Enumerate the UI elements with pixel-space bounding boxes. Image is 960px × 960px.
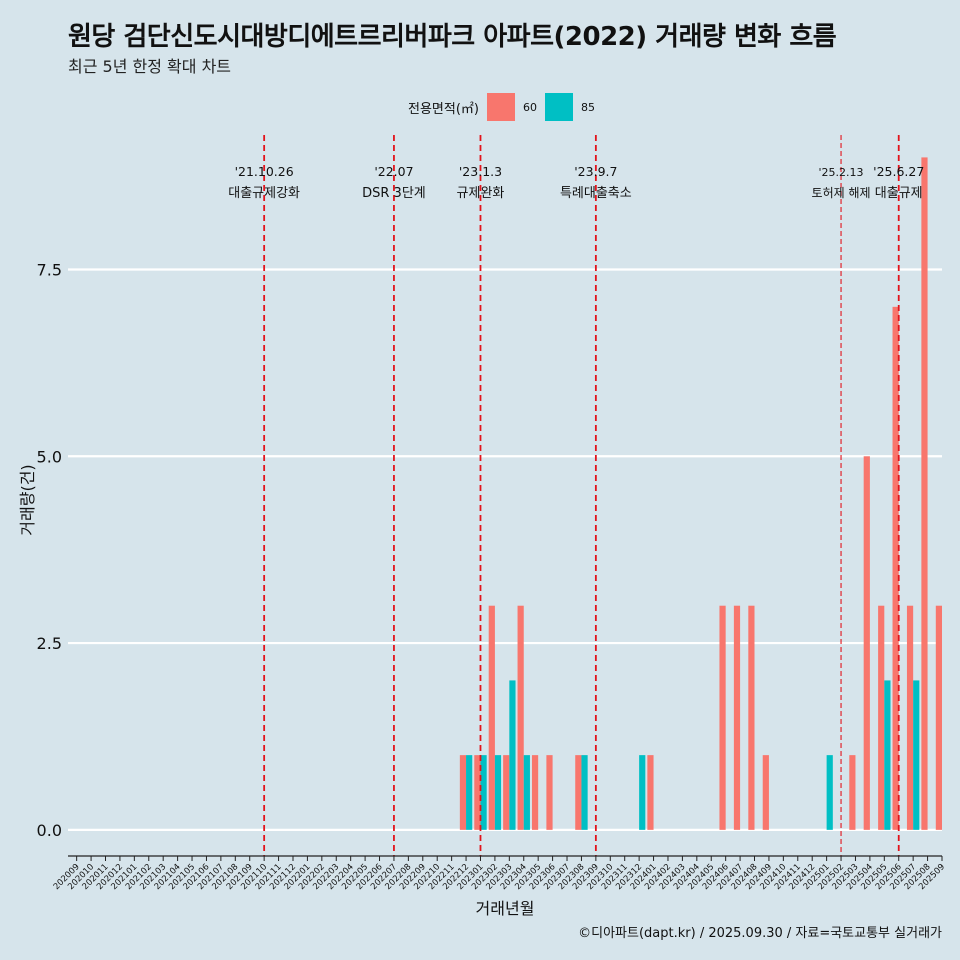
- source-caption: ©디아파트(dapt.kr) / 2025.09.30 / 자료=국토교통부 실…: [578, 926, 942, 941]
- bar-60-202303: [503, 755, 510, 830]
- bar-60-202407: [733, 605, 741, 830]
- event-date-202502: '25.2.13: [819, 166, 864, 179]
- bar-85-202302: [494, 755, 502, 830]
- bar-85-202312: [639, 755, 646, 830]
- bar-60-202504: [863, 456, 870, 830]
- event-label-202207: DSR 3단계: [362, 186, 426, 201]
- bar-60-202406: [719, 605, 726, 830]
- bar-60-202503: [849, 755, 856, 830]
- legend-key-85: [544, 93, 573, 121]
- y-axis-title: 거래량(건): [18, 464, 37, 535]
- bar-85-202308: [581, 755, 588, 830]
- bar-85-202301: [480, 755, 487, 830]
- bar-60-202304: [517, 605, 524, 830]
- bar-60-202212: [459, 755, 467, 830]
- event-label-202110: 대출규제강화: [228, 186, 300, 201]
- bar-60-202306: [546, 755, 553, 830]
- bar-60-202505: [878, 605, 885, 830]
- bar-60-202509: [935, 605, 942, 830]
- bar-85-202501: [826, 755, 833, 830]
- legend-key-60: [486, 93, 515, 121]
- bar-60-202302: [488, 605, 495, 830]
- event-label-202309: 특례대출축소: [560, 186, 632, 201]
- bar-60-202401: [647, 755, 654, 830]
- bar-85-202212: [466, 755, 473, 830]
- legend-label-60: 60: [522, 100, 537, 114]
- bar-60-202408: [748, 605, 755, 830]
- event-label-202506: 대출규제: [875, 186, 923, 201]
- y-tick-label: 2.5: [37, 634, 62, 653]
- legend: 전용면적(㎡) 60 85: [408, 93, 603, 121]
- event-date-202110: '21.10.26: [235, 164, 294, 179]
- y-tick-label: 5.0: [37, 447, 62, 466]
- event-label-202301: 규제완화: [457, 186, 505, 201]
- event-date-202207: '22.07: [374, 164, 413, 179]
- chart-subtitle: 최근 5년 한정 확대 차트: [68, 57, 232, 76]
- bar-85-202507: [913, 680, 920, 830]
- event-date-202309: '23.9.7: [574, 164, 617, 179]
- event-label-202502: 토허제 해제: [812, 186, 871, 200]
- legend-title: 전용면적(㎡): [408, 101, 479, 117]
- bar-85-202304: [523, 755, 530, 830]
- bar-60-202507: [906, 605, 914, 830]
- bar-60-202409: [762, 755, 769, 830]
- bar-60-202508: [921, 157, 928, 830]
- event-date-202506: '25.6.27: [873, 164, 924, 179]
- legend-label-85: 85: [580, 100, 595, 114]
- bar-60-202506: [892, 306, 899, 830]
- bar-85-202505: [884, 680, 891, 830]
- bar-60-202308: [575, 755, 582, 830]
- chart-title: 원당 검단신도시대방디에트르리버파크 아파트(2022) 거래량 변화 흐름: [68, 22, 837, 52]
- bar-60-202305: [531, 755, 539, 830]
- y-tick-label: 7.5: [37, 260, 62, 279]
- y-tick-label: 0.0: [37, 821, 62, 840]
- bar-85-202303: [509, 680, 516, 830]
- bar-60-202301: [474, 755, 481, 830]
- event-date-202301: '23.1.3: [459, 164, 502, 179]
- x-axis-title: 거래년월: [476, 899, 535, 918]
